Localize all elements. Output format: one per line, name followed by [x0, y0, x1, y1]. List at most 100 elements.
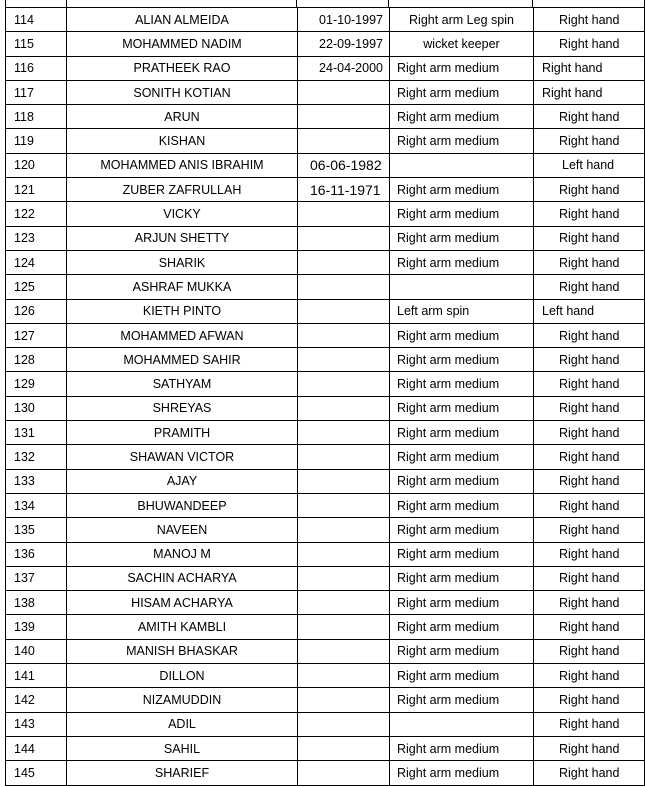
date-of-birth — [297, 638, 390, 665]
column-divider — [388, 0, 389, 7]
bowling-style: Left arm spin — [389, 298, 534, 324]
table-row: 143 ADIL Right hand — [5, 711, 645, 737]
bowling-style: Right arm medium — [389, 395, 534, 422]
table-row: 114 ALIAN ALMEIDA 01-10-1997 Right arm Leg … — [5, 6, 645, 33]
player-number: 141 — [5, 663, 67, 689]
player-number: 114 — [5, 6, 67, 33]
table-row: 127 MOHAMMED AFWAN Right arm medium Right h… — [5, 322, 645, 349]
bowling-style: Right arm medium — [389, 590, 534, 616]
table-row: 129 SATHYAM Right arm medium Right hand — [5, 371, 645, 397]
player-number: 143 — [5, 711, 67, 737]
date-of-birth — [297, 711, 390, 737]
table-row: 144 SAHIL Right arm medium Right hand — [5, 735, 645, 762]
batting-style: Right hand — [533, 347, 645, 373]
player-name: ASHRAF MUKKA — [66, 274, 298, 300]
batting-style: Left hand — [533, 298, 645, 324]
player-name: KIETH PINTO — [66, 298, 298, 324]
bowling-style: Right arm medium — [389, 614, 534, 640]
batting-style: Right hand — [533, 79, 645, 106]
date-of-birth — [297, 322, 390, 349]
player-name: NIZAMUDDIN — [66, 687, 298, 713]
bowling-style: Right arm medium — [389, 201, 534, 227]
player-number: 121 — [5, 177, 67, 203]
table-row: 124 SHARIK Right arm medium Right hand — [5, 249, 645, 276]
bowling-style: Right arm medium — [389, 79, 534, 106]
date-of-birth — [297, 79, 390, 106]
player-number: 117 — [5, 79, 67, 106]
date-of-birth — [297, 274, 390, 300]
bowling-style: Right arm medium — [389, 735, 534, 762]
player-number: 136 — [5, 541, 67, 567]
date-of-birth — [297, 298, 390, 324]
player-name: VICKY — [66, 201, 298, 227]
date-of-birth — [297, 444, 390, 470]
bowling-style: Right arm medium — [389, 322, 534, 349]
batting-style: Right hand — [533, 201, 645, 227]
player-number: 122 — [5, 201, 67, 227]
date-of-birth — [297, 687, 390, 713]
batting-style: Right hand — [533, 614, 645, 640]
table-row: 138 HISAM ACHARYA Right arm medium Right ha… — [5, 590, 645, 616]
batting-style: Right hand — [533, 6, 645, 33]
date-of-birth — [297, 395, 390, 422]
table-row: 119 KISHAN Right arm medium Right hand — [5, 128, 645, 154]
date-of-birth — [297, 104, 390, 130]
bowling-style: Right arm medium — [389, 687, 534, 713]
bowling-style: Right arm medium — [389, 517, 534, 543]
date-of-birth — [297, 128, 390, 154]
player-number: 119 — [5, 128, 67, 154]
batting-style: Right hand — [533, 541, 645, 567]
player-name: MANOJ M — [66, 541, 298, 567]
table-row: 139 AMITH KAMBLI Right arm medium Right han… — [5, 614, 645, 640]
batting-style: Right hand — [533, 468, 645, 494]
player-name: ARUN — [66, 104, 298, 130]
player-number: 123 — [5, 225, 67, 251]
batting-style: Right hand — [533, 687, 645, 713]
batting-style: Right hand — [533, 492, 645, 519]
bowling-style: Right arm medium — [389, 565, 534, 592]
date-of-birth — [297, 201, 390, 227]
date-of-birth: 24-04-2000 — [297, 55, 390, 81]
table-row: 120 MOHAMMED ANIS IBRAHIM 06-06-1982 Left h… — [5, 152, 645, 179]
player-name: ARJUN SHETTY — [66, 225, 298, 251]
player-number: 137 — [5, 565, 67, 592]
player-number: 140 — [5, 638, 67, 665]
bowling-style: Right arm medium — [389, 371, 534, 397]
player-name: DILLON — [66, 663, 298, 689]
date-of-birth — [297, 420, 390, 446]
batting-style: Right hand — [533, 590, 645, 616]
player-number: 129 — [5, 371, 67, 397]
bowling-style: Right arm medium — [389, 638, 534, 665]
table-row: 117 SONITH KOTIAN Right arm medium Right ha… — [5, 79, 645, 106]
batting-style: Right hand — [533, 274, 645, 300]
table-row: 121 ZUBER ZAFRULLAH 16-11-1971 Right arm me… — [5, 177, 645, 203]
date-of-birth — [297, 565, 390, 592]
batting-style: Right hand — [533, 55, 645, 81]
batting-style: Right hand — [533, 735, 645, 762]
date-of-birth — [297, 492, 390, 519]
player-number: 134 — [5, 492, 67, 519]
column-divider — [532, 0, 533, 7]
player-name: MANISH BHASKAR — [66, 638, 298, 665]
table-row: 141 DILLON Right arm medium Right hand — [5, 663, 645, 689]
table-row: 118 ARUN Right arm medium Right hand — [5, 104, 645, 130]
column-divider — [66, 0, 67, 7]
player-number: 128 — [5, 347, 67, 373]
table-row: 116 PRATHEEK RAO 24-04-2000 Right arm mediu… — [5, 55, 645, 81]
date-of-birth — [297, 663, 390, 689]
date-of-birth: 16-11-1971 — [297, 177, 390, 203]
table-row: 122 VICKY Right arm medium Right hand — [5, 201, 645, 227]
bowling-style: Right arm medium — [389, 347, 534, 373]
bowling-style: Right arm medium — [389, 177, 534, 203]
player-number: 131 — [5, 420, 67, 446]
date-of-birth — [297, 541, 390, 567]
table-row: 140 MANISH BHASKAR Right arm medium Right h… — [5, 638, 645, 665]
bowling-style: Right arm medium — [389, 128, 534, 154]
date-of-birth — [297, 590, 390, 616]
batting-style: Right hand — [533, 760, 645, 786]
player-number: 138 — [5, 590, 67, 616]
player-name: BHUWANDEEP — [66, 492, 298, 519]
batting-style: Right hand — [533, 444, 645, 470]
player-name: AMITH KAMBLI — [66, 614, 298, 640]
player-name: ADIL — [66, 711, 298, 737]
